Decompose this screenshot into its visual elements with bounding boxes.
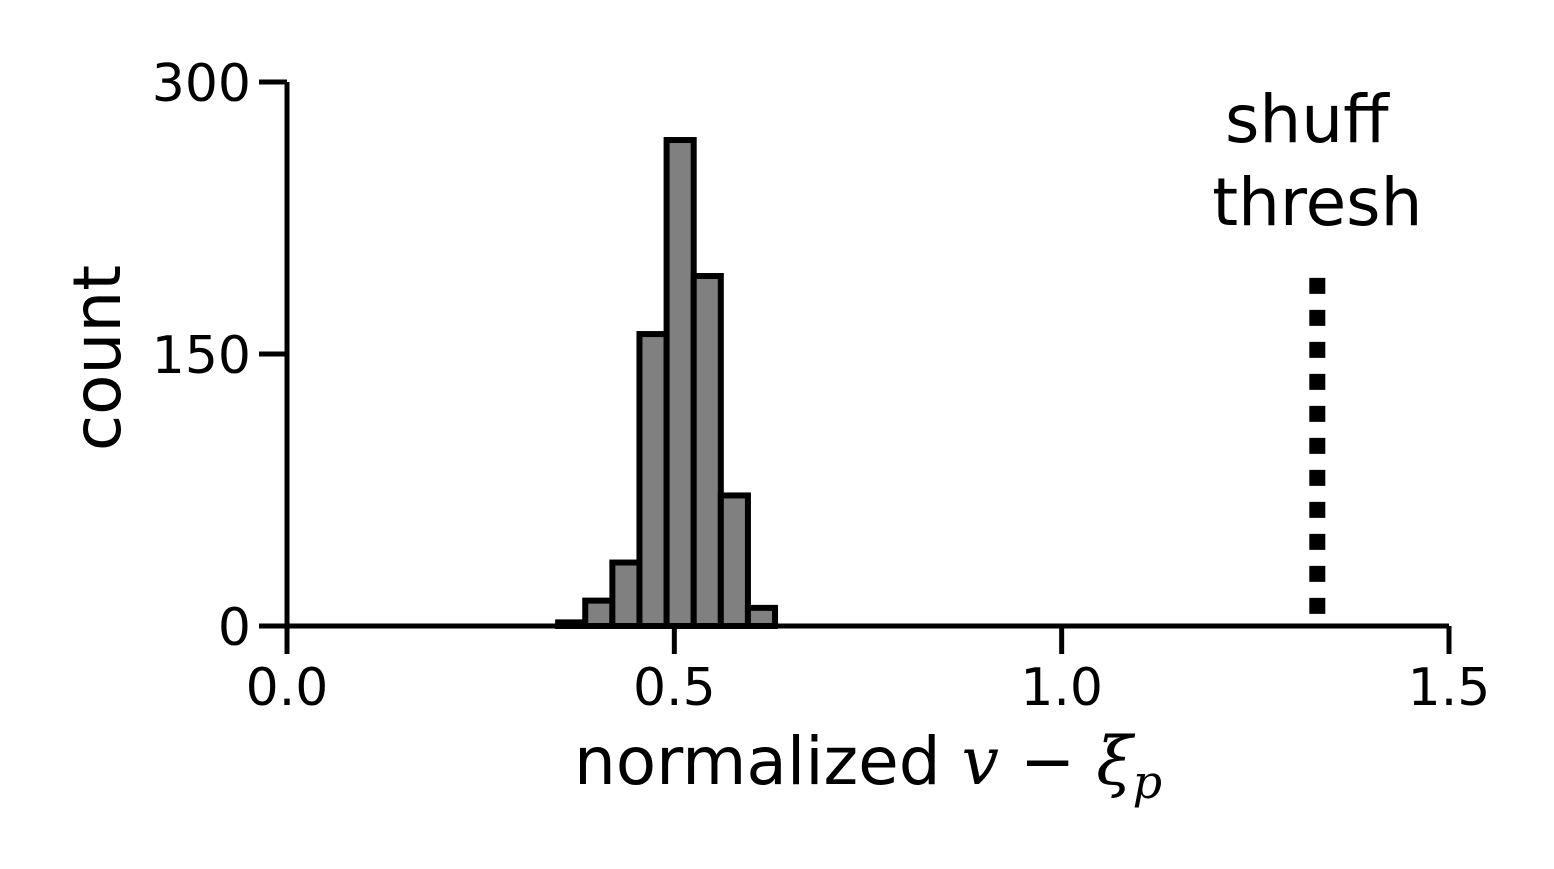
x-axis-label-subscript: p bbox=[1133, 755, 1162, 809]
x-axis-label: normalized v − ξp bbox=[574, 723, 1162, 809]
histogram-bar bbox=[717, 492, 751, 629]
histogram-bar bbox=[582, 597, 616, 630]
threshold-label-line-1: shuff bbox=[1225, 81, 1390, 158]
x-axis-label-prefix: normalized bbox=[574, 723, 941, 800]
x-axis-label-operator: − bbox=[1020, 723, 1075, 800]
x-axis-label-variable: v bbox=[962, 723, 999, 800]
y-axis-label: count bbox=[59, 265, 136, 451]
histogram-bar bbox=[609, 559, 643, 629]
y-axis-ticks: 0 150 300 bbox=[152, 54, 287, 658]
histogram-bar bbox=[663, 137, 697, 629]
x-tick-label: 1.5 bbox=[1408, 658, 1491, 718]
y-tick-label: 300 bbox=[152, 54, 251, 114]
x-axis-label-greek: ξ bbox=[1096, 723, 1136, 800]
x-tick-label: 0.5 bbox=[633, 658, 716, 718]
threshold-label: shuff thresh bbox=[1212, 81, 1422, 241]
threshold-label-line-2: thresh bbox=[1212, 164, 1422, 241]
histogram-bar bbox=[636, 331, 670, 629]
y-tick-label: 150 bbox=[152, 326, 251, 386]
x-tick-label: 0.0 bbox=[246, 658, 329, 718]
histogram-bar bbox=[690, 273, 724, 629]
histogram-bars bbox=[555, 137, 779, 630]
x-tick-label: 1.0 bbox=[1020, 658, 1103, 718]
histogram-bar bbox=[744, 604, 779, 629]
y-tick-label: 0 bbox=[218, 598, 251, 658]
x-axis-ticks: 0.0 0.5 1.0 1.5 bbox=[246, 626, 1491, 718]
